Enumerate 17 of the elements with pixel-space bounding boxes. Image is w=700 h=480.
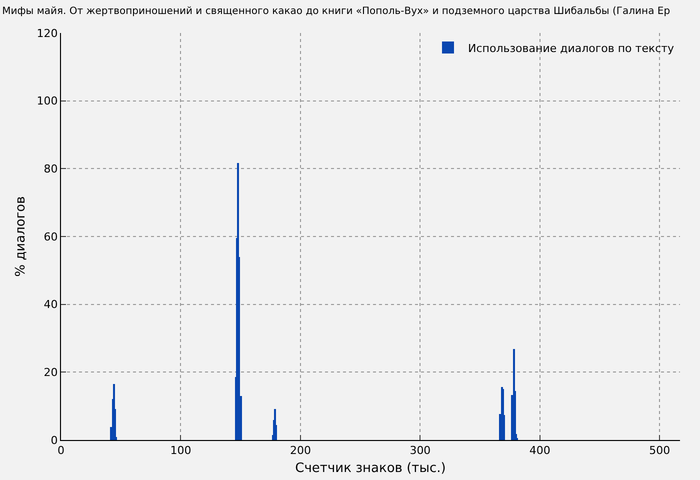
- x-tick-label: 500: [649, 444, 670, 458]
- legend-label: Использование диалогов по тексту: [468, 42, 675, 55]
- x-tick-label: 200: [290, 444, 311, 458]
- x-tick-label: 400: [529, 444, 550, 458]
- y-tick-label: 80: [44, 162, 58, 176]
- y-tick-label: 40: [44, 298, 58, 312]
- bar: [274, 409, 276, 440]
- x-tick-label: 300: [410, 444, 431, 458]
- y-tick-label: 20: [44, 366, 58, 380]
- chart-title: Мифы майя. От жертвоприношений и священного какао до книги «Пополь-Вух» и подземного царства Шибальбы (Галина Ер: [2, 6, 670, 18]
- y-tick-label: 100: [36, 94, 58, 108]
- y-axis-title: % диалогов: [14, 196, 29, 277]
- y-tick-label: 120: [36, 26, 58, 40]
- y-tick-label: 0: [50, 434, 58, 447]
- y-tick-label: 60: [44, 230, 58, 244]
- x-tick-label: 100: [170, 444, 192, 458]
- x-axis-title: Счетчик знаков (тыс.): [295, 460, 446, 476]
